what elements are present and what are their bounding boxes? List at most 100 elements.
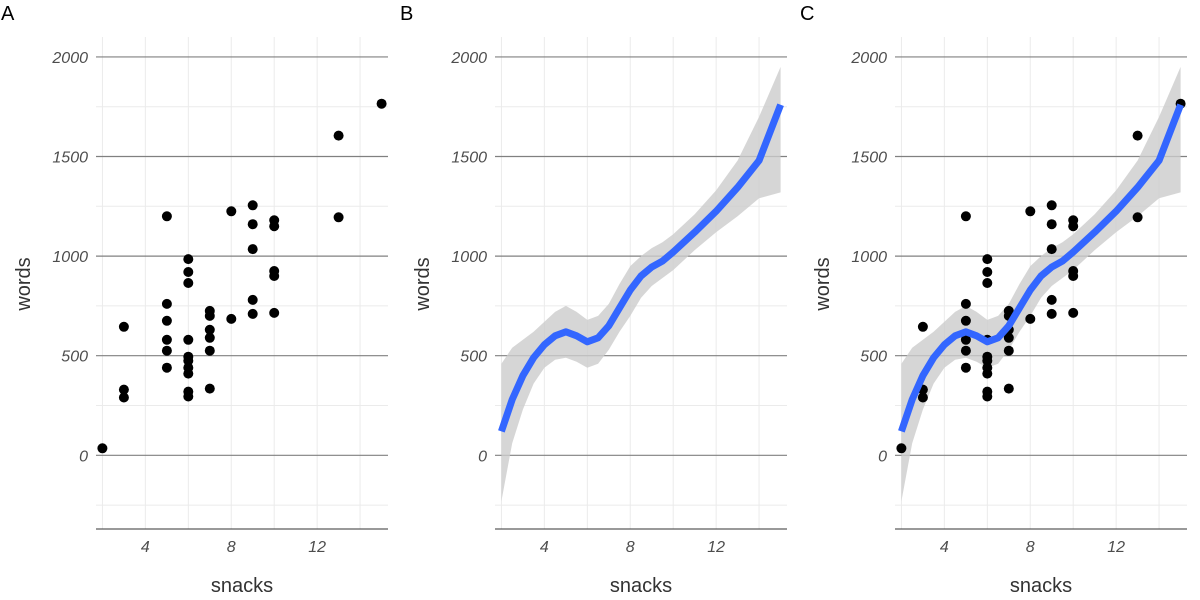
x-tick-label-b: 8	[626, 539, 635, 556]
data-point-a	[204, 383, 215, 394]
x-axis-title-b: snacks	[610, 575, 672, 597]
data-point-c	[960, 211, 971, 222]
plot-area-a: 4 8 12 0 500 1000 1500 2000	[51, 37, 388, 556]
y-tick-label-c: 500	[860, 349, 887, 366]
y-tick-label-a: 1000	[52, 249, 88, 266]
data-point-c	[917, 392, 928, 403]
data-point-c	[896, 443, 907, 454]
data-point-a	[226, 313, 237, 324]
data-point-a	[161, 345, 172, 356]
data-point-c	[982, 254, 993, 265]
data-point-a	[183, 267, 194, 277]
x-tick-label-c: 8	[1026, 539, 1035, 556]
data-point-a	[183, 391, 194, 402]
plot-area-c: 4 8 12 0 500 1000 1500 2000	[850, 37, 1187, 556]
x-tick-label-b: 12	[707, 539, 725, 556]
data-point-a	[333, 130, 344, 141]
data-point-a	[204, 345, 215, 356]
data-point-a	[247, 219, 258, 230]
data-point-a	[183, 355, 194, 366]
data-point-c	[960, 334, 971, 345]
panel-label-b: B	[400, 3, 413, 25]
data-point-a	[247, 200, 258, 211]
data-point-c	[982, 355, 993, 366]
data-point-a	[161, 362, 172, 373]
data-point-a	[204, 324, 215, 335]
data-point-a	[118, 392, 129, 403]
data-point-c	[960, 345, 971, 356]
data-point-a	[247, 244, 258, 255]
data-point-c	[1025, 313, 1036, 324]
x-tick-label-a: 12	[308, 539, 326, 556]
data-point-c	[1132, 212, 1143, 223]
data-point-c	[917, 321, 928, 332]
data-point-a	[376, 98, 387, 109]
data-point-a	[183, 254, 194, 265]
data-point-c	[982, 391, 993, 402]
confidence-band-b	[501, 66, 781, 502]
data-point-c	[982, 267, 993, 277]
data-point-c	[960, 362, 971, 373]
panel-c: C 4 8 12 0 500 1000 1500 2000 snacks words	[800, 3, 1187, 597]
x-tick-label-a: 4	[141, 539, 150, 556]
data-point-a	[333, 212, 344, 223]
data-point-a	[183, 334, 194, 345]
data-point-c	[1068, 221, 1079, 232]
confidence-band-c	[901, 66, 1181, 502]
data-point-c	[960, 315, 971, 326]
panel-label-a: A	[1, 3, 15, 25]
x-tick-label-a: 8	[227, 539, 236, 556]
smooth-line-b	[498, 103, 784, 433]
data-point-c	[1025, 206, 1036, 217]
y-axis-title-b: words	[412, 257, 434, 311]
data-point-a	[226, 206, 237, 217]
x-tick-label-b: 4	[540, 539, 549, 556]
y-tick-label-b: 1000	[451, 249, 487, 266]
data-point-a	[204, 332, 215, 343]
panel-label-c: C	[800, 3, 814, 25]
y-tick-label-a: 0	[79, 448, 88, 465]
data-point-a	[97, 443, 108, 454]
y-tick-label-c: 1500	[851, 150, 887, 167]
data-point-c	[1046, 308, 1057, 319]
data-point-a	[247, 294, 258, 305]
data-point-c	[982, 278, 993, 288]
data-point-c	[1046, 219, 1057, 230]
data-point-a	[118, 384, 129, 395]
data-point-a	[247, 308, 258, 319]
y-tick-label-c: 1000	[851, 249, 887, 266]
data-point-a	[183, 278, 194, 288]
data-point-a	[269, 221, 280, 232]
y-tick-label-b: 1500	[451, 150, 487, 167]
y-tick-label-a: 2000	[51, 50, 88, 67]
x-tick-label-c: 4	[940, 539, 949, 556]
x-axis-title-a: snacks	[211, 575, 273, 597]
panel-b: B 4 8 12 0 500 1000 1500 2000 snacks words	[400, 3, 787, 597]
x-axis-title-c: snacks	[1010, 575, 1072, 597]
data-point-a	[204, 310, 215, 321]
data-point-c	[960, 298, 971, 309]
data-point-a	[161, 298, 172, 309]
y-tick-label-a: 1500	[52, 150, 88, 167]
y-axis-title-a: words	[13, 257, 35, 311]
data-point-c	[1046, 294, 1057, 305]
data-point-c	[1046, 244, 1057, 255]
data-point-c	[1003, 345, 1014, 356]
y-tick-label-c: 2000	[850, 50, 887, 67]
data-point-c	[1068, 307, 1079, 318]
panel-a: A 4 8 12 0 500 1000 1500 2000 snacks words	[1, 3, 388, 597]
data-point-a	[161, 334, 172, 345]
smooth-line-c	[898, 103, 1184, 433]
y-axis-title-c: words	[812, 257, 834, 311]
data-point-a	[269, 271, 280, 281]
data-point-c	[982, 368, 993, 379]
data-point-a	[161, 315, 172, 326]
y-tick-label-a: 500	[61, 349, 88, 366]
data-point-a	[118, 321, 129, 332]
y-tick-label-b: 2000	[450, 50, 487, 67]
y-tick-label-b: 500	[460, 349, 487, 366]
data-point-a	[161, 211, 172, 222]
y-tick-label-c: 0	[878, 448, 887, 465]
data-point-a	[183, 368, 194, 379]
